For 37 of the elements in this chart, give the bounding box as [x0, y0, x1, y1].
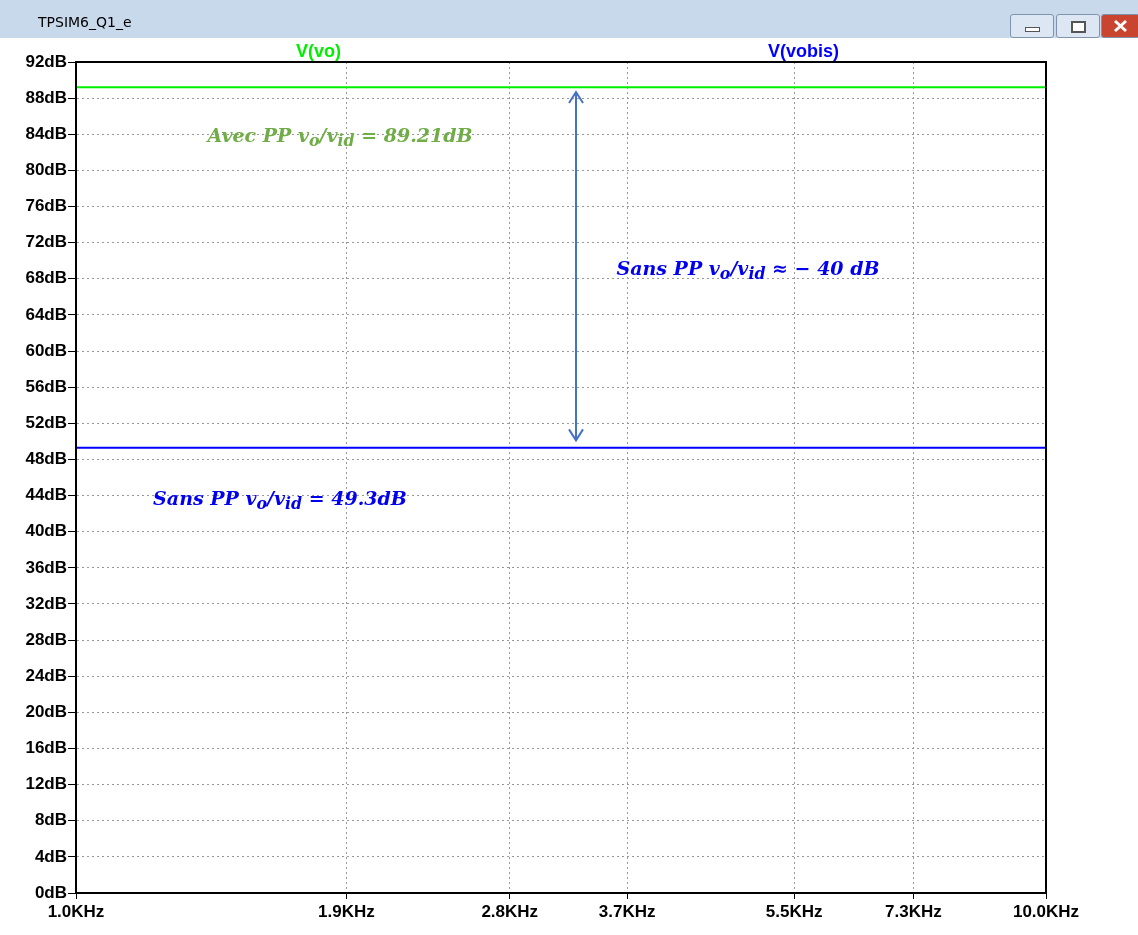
y-tick-label: 56dB: [25, 376, 67, 396]
annotation: Sans PP v$_{o}$/v$_{id}$ = 49.3dB: [153, 486, 407, 514]
y-tick-label: 32dB: [25, 593, 67, 613]
annotation: Sans PP v$_{o}$/v$_{id}$ ≈ − 40 dB: [616, 256, 880, 284]
y-tick-label: 12dB: [25, 774, 67, 794]
y-tick-label: 16dB: [25, 738, 67, 758]
y-tick-label: 24dB: [25, 665, 67, 685]
y-tick-label: 80dB: [25, 160, 67, 180]
y-tick-label: 76dB: [25, 196, 67, 216]
series-label: V(vo): [296, 40, 342, 61]
x-tick-label: 2.8KHz: [481, 901, 539, 921]
y-tick-label: 4dB: [34, 846, 67, 866]
x-tick-label: 10.0KHz: [1012, 901, 1080, 921]
chart-title: TPSIM6_Q1_e: [38, 14, 132, 30]
y-tick-label: 92dB: [25, 51, 67, 71]
y-tick-label: 20dB: [25, 702, 67, 722]
y-tick-label: 52dB: [25, 412, 67, 432]
y-tick-label: 44dB: [25, 485, 67, 505]
y-tick-label: 88dB: [25, 87, 67, 107]
annotation: Avec PP v$_{o}$/v$_{id}$ = 89.21dB: [207, 123, 473, 151]
y-tick-label: 68dB: [25, 268, 67, 288]
text: V(vobis): [767, 40, 840, 61]
y-tick-label: 8dB: [34, 810, 67, 830]
y-tick-label: 84dB: [25, 123, 67, 143]
x-tick-label: 3.7KHz: [598, 901, 656, 921]
y-tick-label: 40dB: [25, 521, 67, 541]
x-tick-label: 1.9KHz: [318, 901, 375, 921]
y-tick-label: 64dB: [25, 304, 67, 324]
y-tick-label: 60dB: [25, 340, 67, 360]
x-tick-label: 1.0KHz: [47, 901, 105, 921]
x-tick-label: 7.3KHz: [885, 901, 942, 921]
y-tick-label: 28dB: [25, 629, 67, 649]
y-tick-label: 0dB: [34, 882, 67, 902]
x-tick-label: 5.5KHz: [765, 901, 823, 921]
y-tick-label: 36dB: [25, 557, 67, 577]
y-tick-label: 72dB: [25, 232, 67, 252]
y-tick-label: 48dB: [25, 449, 67, 469]
